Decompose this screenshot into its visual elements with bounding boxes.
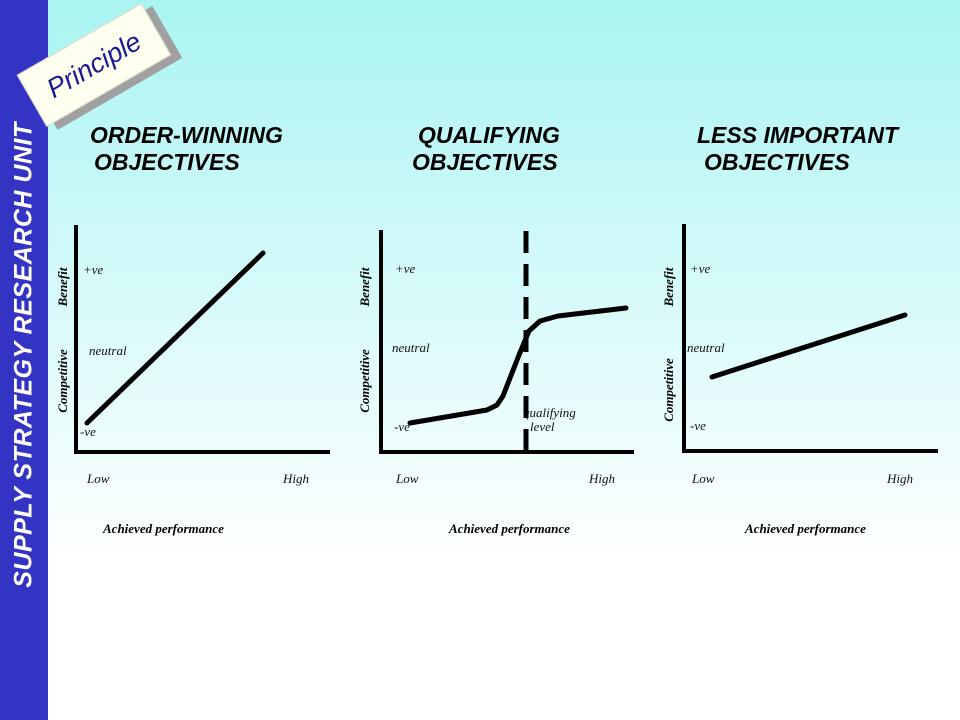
panel3-ylabel-benefit: Benefit: [661, 267, 676, 307]
panel1-heading-line2: OBJECTIVES: [94, 149, 240, 175]
panel3-axes: [682, 224, 938, 453]
panel2-level-negative: -ve: [394, 419, 410, 434]
panel2-xtick-low: Low: [396, 471, 419, 486]
sidebar: SUPPLY STRATEGY RESEARCH UNIT: [0, 0, 48, 720]
panel2-level-positive: +ve: [395, 261, 416, 276]
panel2-xaxis-title: Achieved performance: [449, 521, 570, 536]
panel3-heading-line2: OBJECTIVES: [704, 149, 850, 175]
panel2-heading-line2: OBJECTIVES: [412, 149, 558, 175]
panel3-xtick-low: Low: [692, 471, 715, 486]
panel1-level-positive: +ve: [83, 262, 104, 277]
panel1-xtick-low: Low: [87, 471, 110, 486]
panel3-level-positive: +ve: [690, 261, 711, 276]
panel1-ylabel-competitive: Competitive: [55, 349, 70, 413]
panel2-annotation-line2: level: [530, 419, 555, 434]
panel1-xtick-high: High: [283, 471, 309, 486]
panel3-ylabel-competitive: Competitive: [661, 358, 676, 422]
panel1-ylabel-benefit: Benefit: [55, 267, 70, 307]
panel3-xtick-high: High: [887, 471, 913, 486]
panel2-ylabel-competitive: Competitive: [357, 349, 372, 413]
panel2-annotation-line1: qualifying: [523, 405, 576, 420]
panel2-heading-line1: QUALIFYING: [418, 122, 560, 148]
panel2-level-neutral: neutral: [392, 340, 430, 355]
panel1-axes: [74, 225, 330, 454]
panel3-level-negative: -ve: [690, 418, 706, 433]
panel3-level-neutral: neutral: [687, 340, 725, 355]
panel2-ylabel-benefit: Benefit: [357, 267, 372, 307]
panel3-heading-line1: LESS IMPORTANT: [697, 122, 899, 148]
panel1-curve: [84, 250, 266, 426]
panel2-xtick-high: High: [589, 471, 615, 486]
panel2-axes: [379, 230, 634, 454]
panel1-xaxis-title: Achieved performance: [103, 521, 224, 536]
panel1-level-neutral: neutral: [89, 343, 127, 358]
panel2-curve: [407, 305, 629, 426]
panel1-heading-line1: ORDER-WINNING: [90, 122, 283, 148]
panel3-xaxis-title: Achieved performance: [745, 521, 866, 536]
panel3-curve: [709, 312, 908, 380]
panel1-level-negative: -ve: [80, 424, 96, 439]
